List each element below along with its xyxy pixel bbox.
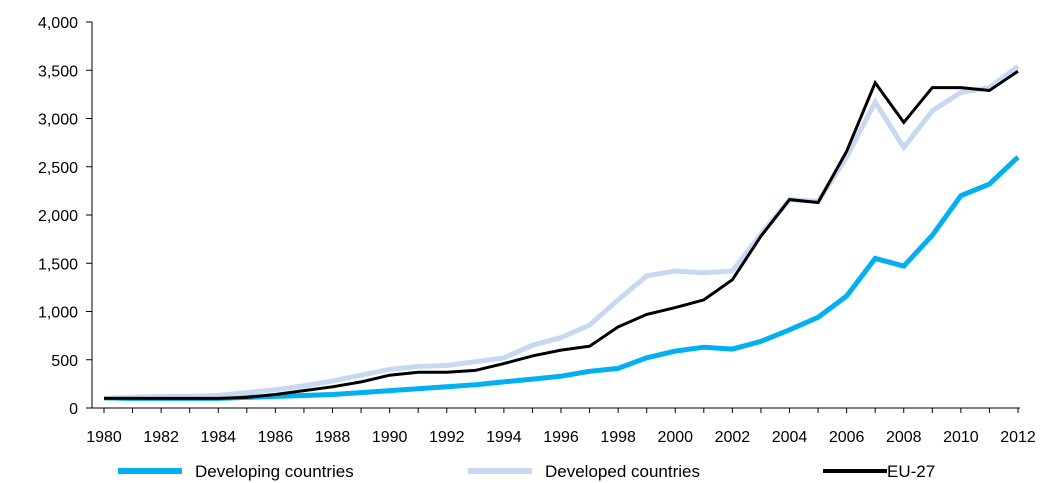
- legend-item-developed-countries: Developed countries: [468, 462, 700, 481]
- y-tick-label: 3,000: [38, 112, 78, 129]
- series-line-eu-27: [104, 69, 1019, 400]
- x-tick-label: 1996: [543, 429, 579, 446]
- y-axis-ticks: 0 500 1,000 1,500 2,000 2,500 3,000 3,500 4,000: [38, 15, 92, 418]
- x-tick-label: 2010: [943, 429, 979, 446]
- x-tick-label: 1990: [372, 429, 408, 446]
- y-tick-label: 3,500: [38, 63, 78, 80]
- x-tick-label: 1982: [143, 429, 179, 446]
- x-tick-label: 2006: [829, 429, 865, 446]
- legend-label: Developed countries: [545, 462, 700, 481]
- x-tick-label: 2004: [772, 429, 808, 446]
- series-lines: [103, 64, 1020, 401]
- x-tick-label: 2002: [715, 429, 751, 446]
- x-tick-label: 1992: [429, 429, 465, 446]
- y-tick-label: 0: [69, 401, 78, 418]
- series-line-developing-countries: [104, 155, 1020, 401]
- x-tick-label: 1994: [486, 429, 522, 446]
- y-tick-label: 2,500: [38, 160, 78, 177]
- x-axis-ticks: 1980 1982 1984 1986 1988 1990 1992 1994 1996 1998…: [86, 408, 1036, 446]
- series-line-developed-countries: [103, 64, 1020, 401]
- x-tick-label: 1988: [315, 429, 351, 446]
- x-tick-label: 1998: [600, 429, 636, 446]
- x-tick-label: 2008: [886, 429, 922, 446]
- legend-label: Developing countries: [195, 462, 354, 481]
- legend-label: EU-27: [887, 462, 935, 481]
- y-tick-label: 1,000: [38, 305, 78, 322]
- legend-item-eu-27: EU-27: [823, 462, 935, 481]
- x-tick-label: 1984: [200, 429, 236, 446]
- x-tick-label: 1986: [258, 429, 294, 446]
- y-tick-label: 4,000: [38, 15, 78, 32]
- x-tick-label: 2012: [1000, 429, 1036, 446]
- legend-item-developing-countries: Developing countries: [118, 462, 354, 481]
- y-tick-label: 1,500: [38, 256, 78, 273]
- x-tick-label: 1980: [86, 429, 122, 446]
- y-tick-label: 2,000: [38, 208, 78, 225]
- legend: Developing countries Developed countries E…: [118, 462, 935, 481]
- x-tick-label: 2000: [657, 429, 693, 446]
- y-tick-label: 500: [51, 353, 78, 370]
